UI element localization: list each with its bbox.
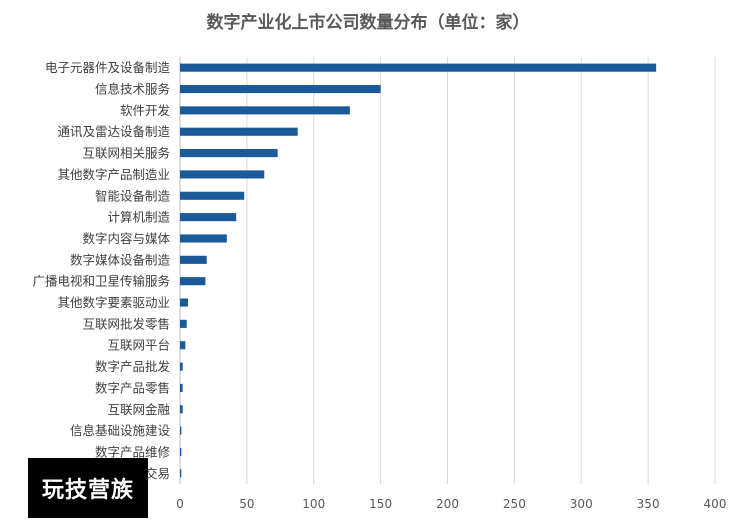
category-label: 数字产品维修 [95,444,171,459]
bar [180,298,189,307]
bar [180,255,207,264]
bar [180,149,278,158]
bar [180,213,237,222]
category-label: 互联网相关服务 [82,146,170,161]
bar [180,341,186,350]
category-label: 计算机制造 [107,210,170,225]
category-labels: 电子元器件及设备制造信息技术服务软件开发通讯及雷达设备制造互联网相关服务其他数字… [32,60,170,481]
x-tick-label: 200 [436,497,459,511]
x-tick-label: 50 [239,497,254,511]
bar [180,106,350,115]
category-label: 数字媒体设备制造 [70,252,171,267]
x-tick-label: 100 [302,497,325,511]
chart-title: 数字产业化上市公司数量分布（单位：家） [207,12,530,33]
category-label: 通讯及雷达设备制造 [57,124,170,139]
category-label: 其他数字产品制造业 [57,167,170,182]
gridlines [179,57,716,484]
category-label: 信息技术服务 [95,82,170,97]
bar [180,426,182,435]
category-label: 数字内容与媒体 [82,231,170,246]
category-label: 互联网批发零售 [82,316,170,331]
x-tick-label: 350 [637,497,660,511]
bar [180,405,183,414]
category-label: 数字产品批发 [95,359,171,374]
bar [180,234,227,243]
x-tick-label: 300 [570,497,593,511]
x-tick-label: 400 [704,497,727,511]
x-tick-label: 150 [369,497,392,511]
bar [180,447,182,457]
category-label: 互联网平台 [107,338,170,353]
bar [180,84,381,94]
category-label: 其他数字要素驱动业 [57,295,170,310]
bar [180,319,187,328]
category-label: 软件开发 [120,103,171,118]
bar [180,170,265,179]
x-tick-label: 0 [176,497,184,511]
category-label: 互联网金融 [107,402,170,417]
category-label: 信息基础设施建设 [70,423,171,438]
bar [180,127,298,136]
x-tick-labels: 0 50 100 150 200 250 300 350 400 [176,497,726,511]
bar [180,362,183,371]
bars [180,63,657,478]
category-label: 数字产品零售 [95,380,170,395]
category-label: 智能设备制造 [95,188,171,203]
bar [180,277,206,286]
bar [180,63,657,72]
bar [180,469,182,478]
category-label: 广播电视和卫星传输服务 [32,274,170,289]
category-label: 电子元器件及设备制造 [45,60,171,75]
bar [180,191,245,200]
x-tick-label: 250 [503,497,526,511]
bar [180,383,183,392]
watermark-logo: 玩技营族 [28,458,148,518]
